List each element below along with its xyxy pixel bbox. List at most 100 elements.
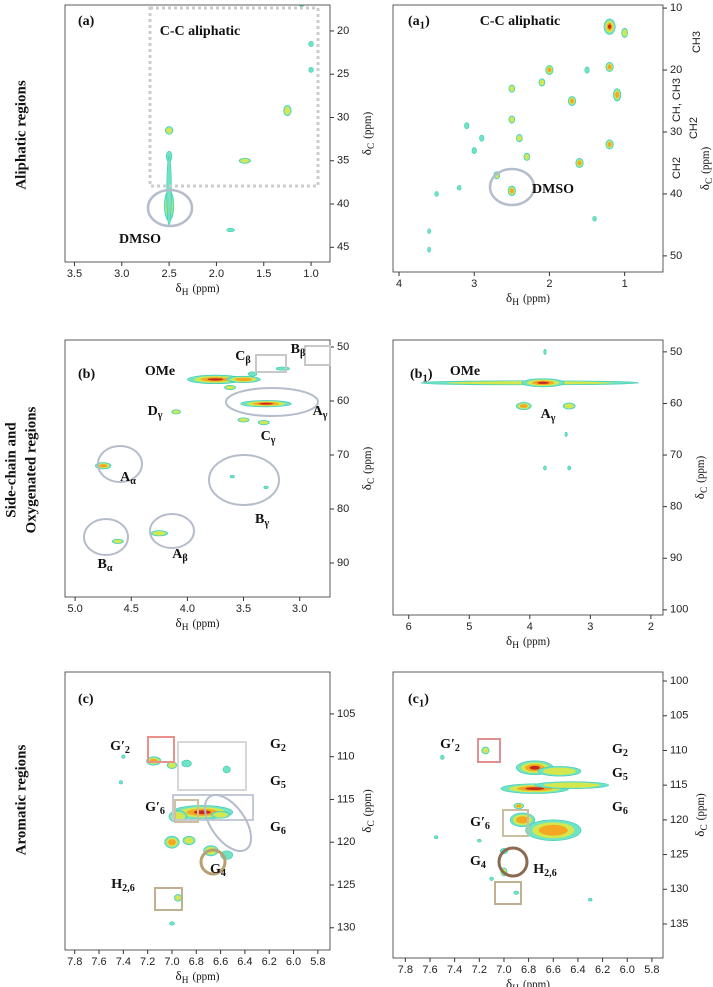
highlight-shape — [174, 799, 199, 823]
side-label: CH, CH3 — [671, 78, 683, 122]
contour — [427, 228, 431, 234]
peak — [238, 157, 251, 164]
row-label: Oxygenated regions — [23, 406, 39, 533]
annotation-part: 4 — [481, 861, 486, 872]
x-axis-label-part: H — [182, 623, 189, 633]
y-tick-label: 125 — [337, 879, 355, 891]
annotation-part: A — [541, 407, 552, 422]
panel-label: (c1) — [408, 692, 429, 710]
row-label: Aromatic regions — [13, 745, 29, 856]
contour — [457, 184, 462, 191]
peak — [308, 41, 314, 47]
peak — [489, 876, 494, 881]
highlight-shape — [97, 445, 143, 483]
contour — [434, 835, 439, 839]
contour — [537, 381, 550, 384]
y-tick-label: 80 — [670, 501, 682, 513]
annotation: OMe — [450, 364, 480, 379]
annotation-part: β — [245, 356, 250, 367]
contour — [168, 762, 176, 768]
y-tick-label: 70 — [337, 449, 349, 461]
contour — [175, 895, 181, 901]
contour — [152, 531, 166, 536]
x-tick-label: 2 — [648, 621, 654, 633]
y-axis-label: δC (ppm) — [359, 789, 377, 833]
y-tick-label: 10 — [670, 2, 682, 14]
peak — [457, 184, 462, 191]
annotation: G6 — [612, 800, 628, 817]
peak — [166, 761, 178, 769]
x-axis-label-part: (ppm) — [192, 618, 219, 630]
x-tick-label: 7.6 — [422, 964, 437, 976]
y-tick-label: 25 — [337, 68, 349, 80]
x-tick-label: 6.6 — [213, 956, 228, 968]
peak — [575, 158, 584, 168]
y-axis-label-part: (ppm) — [700, 146, 712, 173]
annotation-part: 5 — [623, 773, 628, 784]
peak — [181, 759, 192, 768]
contour — [275, 366, 290, 371]
contour — [229, 474, 235, 479]
x-tick-label: 6.2 — [595, 964, 610, 976]
contour — [529, 765, 540, 770]
annotation: G4 — [470, 854, 486, 871]
annotation-part: G — [612, 766, 623, 781]
y-axis-label-part: (ppm) — [695, 455, 707, 482]
x-axis-label-part: H — [182, 976, 189, 986]
y-tick-label: 80 — [337, 503, 349, 515]
plot-frame — [64, 339, 331, 598]
x-tick-label: 5.0 — [67, 603, 82, 615]
contour — [121, 754, 126, 759]
peak — [263, 485, 269, 490]
contour — [166, 127, 172, 134]
peak — [229, 474, 235, 479]
annotation-part: α — [130, 477, 136, 488]
highlight-shape — [177, 741, 247, 791]
highlight-shape — [255, 354, 287, 373]
annotation: G′6 — [145, 800, 165, 817]
annotation: C-C aliphatic — [480, 14, 561, 29]
peak — [226, 375, 261, 383]
x-tick-label: 5.8 — [310, 956, 325, 968]
peak — [174, 894, 182, 902]
annotation-part: G′ — [440, 737, 455, 752]
contour — [247, 371, 258, 377]
annotation: Bγ — [255, 512, 269, 529]
panel-label: (c) — [78, 692, 94, 707]
x-tick-label: 7.8 — [67, 956, 82, 968]
plot-frame — [64, 671, 331, 951]
annotation-part: B — [255, 512, 264, 527]
x-axis-label-part: δ — [176, 968, 182, 983]
annotation-part: C-C aliphatic — [480, 14, 561, 29]
peak — [605, 62, 614, 72]
contour — [479, 134, 485, 142]
x-tick-label: 6.4 — [237, 956, 252, 968]
panel-label-part: (b) — [78, 367, 95, 382]
annotation: Aγ — [541, 407, 556, 424]
peak — [562, 402, 576, 410]
peak — [545, 65, 554, 75]
peak — [584, 66, 590, 74]
x-tick-label: 3.0 — [114, 268, 129, 280]
contour — [567, 465, 571, 471]
annotation-part: H — [533, 862, 544, 877]
contour — [547, 67, 552, 73]
highlight-shape — [488, 167, 536, 207]
y-tick-label: 30 — [337, 111, 349, 123]
peak — [440, 755, 445, 760]
peak — [150, 530, 169, 537]
annotation-part: G′ — [110, 739, 125, 754]
x-tick-label: 7.4 — [447, 964, 462, 976]
contour — [608, 24, 612, 29]
y-tick-label: 120 — [670, 814, 688, 826]
x-tick-label: 6.8 — [189, 956, 204, 968]
annotation-part: C — [235, 349, 245, 364]
annotation-part: G — [270, 737, 281, 752]
x-axis-label: δH (ppm) — [506, 290, 550, 308]
contour — [284, 106, 291, 115]
peak — [477, 838, 482, 843]
x-axis-label-part: (ppm) — [523, 293, 550, 305]
annotation-part: 4 — [221, 869, 226, 880]
x-axis-label-part: H — [182, 288, 189, 298]
annotation-part: DMSO — [119, 232, 161, 247]
